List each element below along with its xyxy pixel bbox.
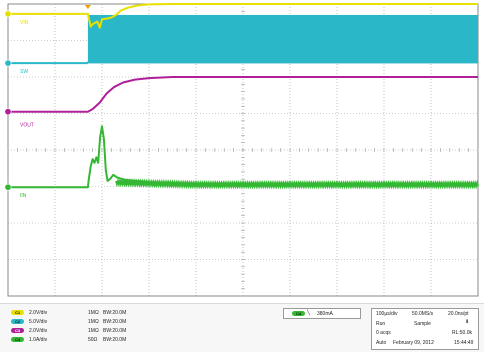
series-sw-switching-band [87, 14, 479, 64]
channel-badge-c1: C1 [11, 310, 24, 315]
channel-coupling: 50Ω [88, 337, 98, 343]
series-label-vout: VOUT [20, 123, 34, 129]
channel-marker-3 [4, 108, 12, 116]
channel-bandwidth: BW:20.0M [103, 319, 127, 325]
acq-count: 0 acqs [376, 330, 391, 336]
sample-rate: 50.0MS/s [412, 311, 434, 317]
capture-date: February 09, 2012 [393, 340, 434, 346]
acq-sample-mode: Sample [414, 321, 431, 327]
channel-marker-2 [4, 59, 12, 67]
channel-bandwidth: BW:20.0M [103, 328, 127, 334]
trigger-position-marker [84, 5, 91, 9]
trigger-source-badge: C4 [292, 311, 305, 316]
series-iin-noise [115, 177, 479, 190]
timebase-readout: 100µs/div 50.0MS/s 20.0ns/pt Run Sample … [371, 308, 479, 350]
channel-bandwidth: BW:20.0M [103, 337, 127, 343]
status-bar: C1 2.0V/div 1MΩ BW:20.0M C2 5.0V/div 1MΩ… [0, 303, 484, 352]
channel-coupling: 1MΩ [88, 310, 99, 316]
trigger-slope-icon: ╲ [307, 310, 311, 316]
trigger-arrow-icon: ⬇ [465, 319, 470, 325]
series-vout-line [8, 76, 478, 113]
channel-scale: 2.0V/div [29, 310, 48, 316]
series-label-iin: IIN [20, 193, 27, 199]
channel-badge-c2: C2 [11, 319, 24, 324]
channel-marker-1 [4, 10, 12, 18]
trigger-level: 380mA [317, 311, 333, 317]
channel-marker-4 [4, 183, 12, 191]
trigger-readout: C4 ╲ 380mA [283, 308, 361, 319]
series-vin-line [8, 3, 478, 29]
channel-bandwidth: BW:20.0M [103, 310, 127, 316]
channel-scale: 2.0V/div [29, 328, 48, 334]
channel-scale: 1.0A/div [29, 337, 48, 343]
channel-badge-c4: C4 [11, 337, 24, 342]
series-sw-line [8, 61, 478, 65]
channel-badge-c3: C3 [11, 328, 24, 333]
trigger-mode: Auto [376, 340, 387, 346]
channel-coupling: 1MΩ [88, 328, 99, 334]
series-label-vin: VIN [20, 20, 29, 26]
series-label-sw: SW [20, 69, 28, 75]
channel-scale: 5.0V/div [29, 319, 48, 325]
record-length: RL:50.0k [452, 330, 473, 336]
timebase-scale: 100µs/div [376, 311, 398, 317]
channel-coupling: 1MΩ [88, 319, 99, 325]
time-resolution: 20.0ns/pt [448, 311, 469, 317]
capture-time: 15:44:49 [454, 340, 474, 346]
acq-run-state: Run [376, 321, 386, 327]
